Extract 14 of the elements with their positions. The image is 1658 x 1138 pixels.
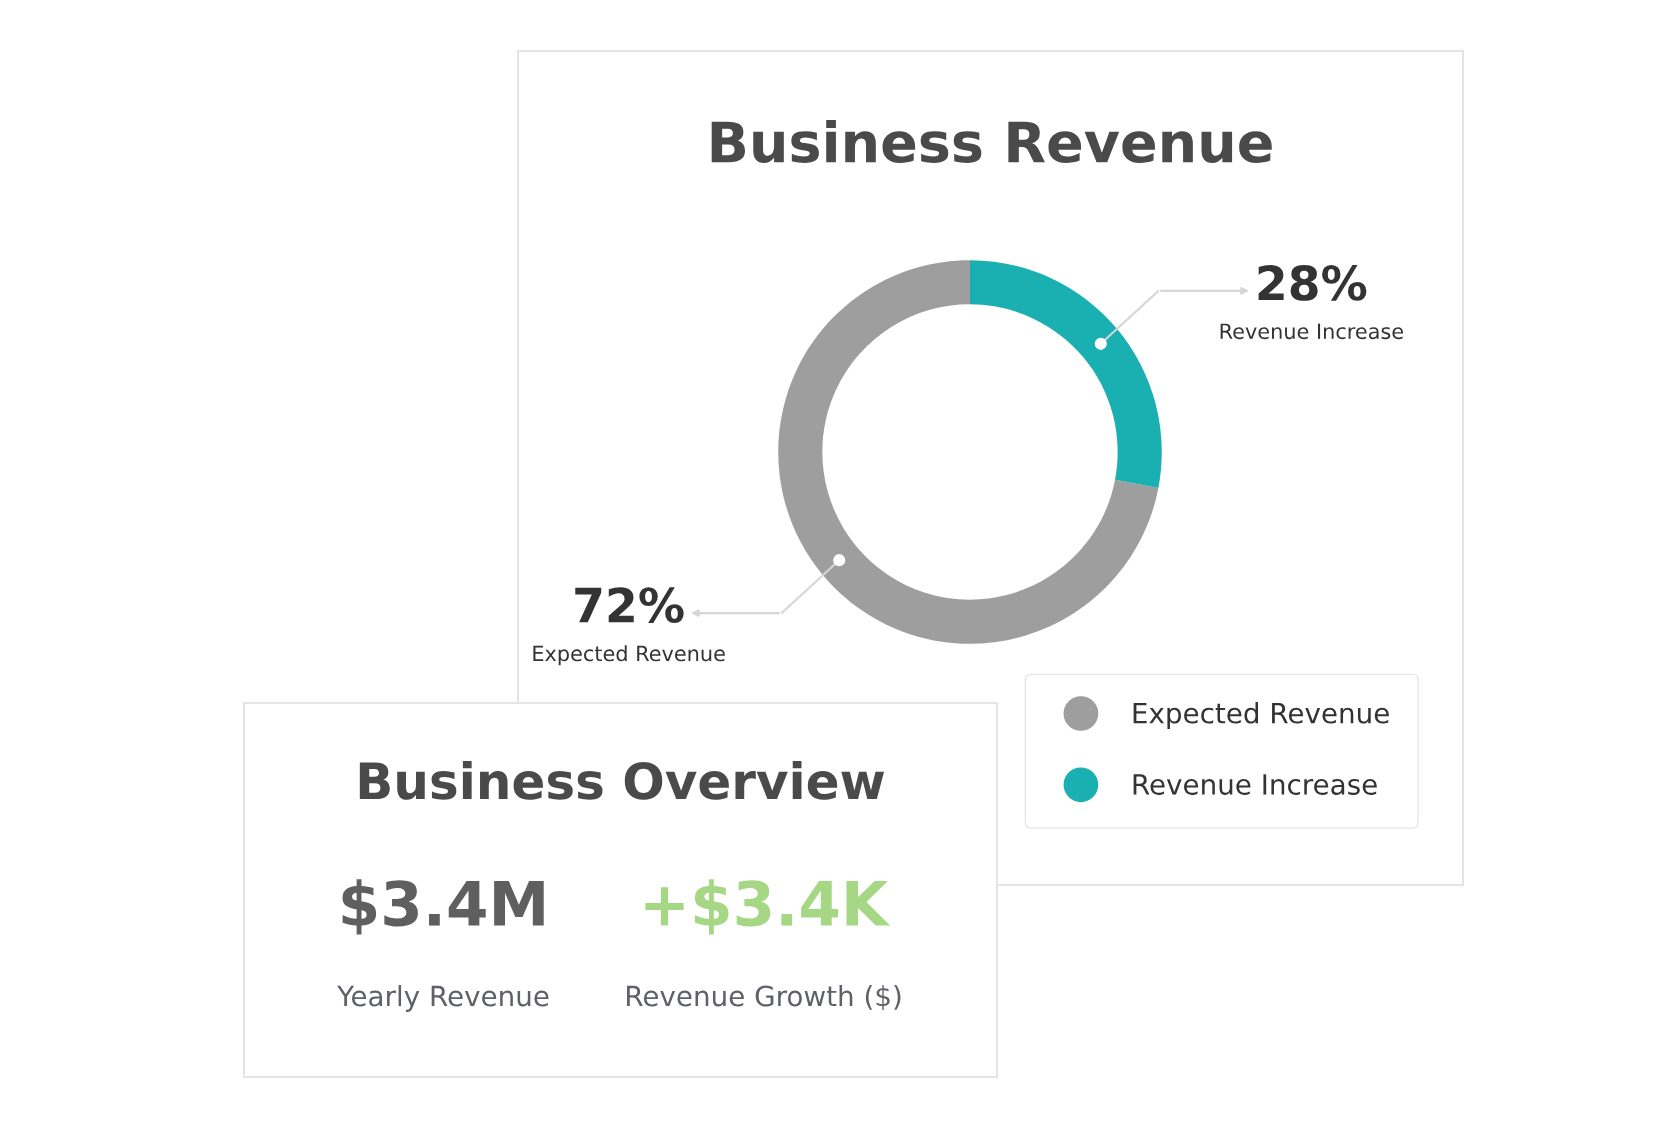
category-label: Revenue Growth ($) — [627, 985, 901, 1011]
text: +$3.4K — [645, 879, 891, 935]
text: Business Overview — [359, 761, 885, 800]
legend-label: Expected Revenue — [1133, 702, 1389, 730]
chart-title: Business Revenue — [711, 120, 1272, 164]
slice-label: Revenue Increase — [1220, 323, 1404, 340]
slice-label: Expected Revenue — [533, 645, 725, 666]
legend-label: Revenue Increase — [1133, 774, 1377, 795]
donut-slice — [970, 260, 1162, 488]
text: $3.4M — [342, 879, 544, 935]
donut-slice — [778, 260, 1159, 644]
data-label: 72% — [575, 587, 684, 623]
category-label: Yearly Revenue — [337, 985, 549, 1012]
data-label: 28% — [1258, 265, 1367, 301]
